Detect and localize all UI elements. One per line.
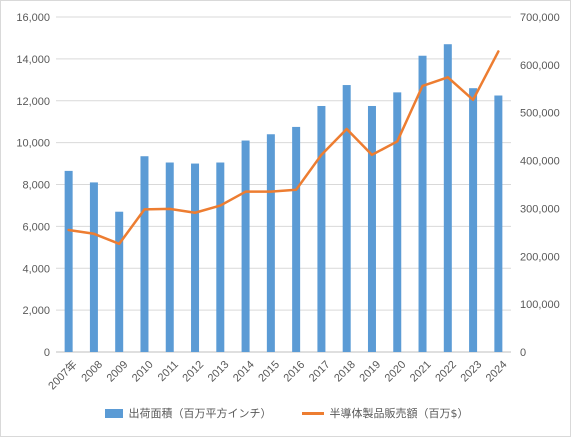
legend-swatch-bar [104, 408, 123, 418]
line-point [295, 188, 297, 191]
line-point [371, 154, 373, 156]
right-tick-label: 100,000 [520, 299, 560, 311]
legend-item-bar: 出荷面積（百万平方インチ） [104, 405, 272, 421]
x-tick-label: 2024 [484, 359, 510, 385]
line-point [194, 211, 196, 214]
line-point [168, 208, 171, 210]
bar [241, 140, 250, 352]
bar [317, 105, 326, 352]
x-tick-label: 2015 [256, 359, 282, 385]
bar [64, 170, 73, 352]
line-point [270, 190, 272, 193]
left-tick-label: 6,000 [22, 221, 50, 233]
line-point [345, 128, 348, 130]
bar [494, 95, 503, 352]
x-tick-label: 2016 [282, 359, 308, 385]
x-tick-label: 2019 [357, 359, 383, 385]
x-tick-label: 2020 [383, 359, 409, 385]
left-tick-label: 8,000 [22, 180, 50, 192]
line-point [118, 243, 120, 245]
left-tick-label: 10,000 [16, 138, 50, 150]
bar [115, 211, 124, 352]
x-tick-label: 2018 [332, 359, 358, 385]
bar [216, 162, 225, 352]
left-tick-label: 14,000 [16, 54, 50, 66]
x-tick-label: 2017 [307, 359, 333, 385]
legend-swatch-line [301, 411, 324, 415]
line-point [219, 204, 222, 207]
x-tick-label: 2010 [130, 359, 156, 385]
bar [165, 162, 174, 352]
x-tick-label: 2009 [105, 359, 131, 385]
bar [393, 92, 402, 352]
line-point [497, 50, 500, 53]
x-tick-label: 2023 [458, 359, 484, 385]
gridlines [56, 16, 511, 353]
left-tick-label: 16,000 [16, 12, 50, 24]
line-point [93, 232, 95, 235]
x-tick-label: 2008 [79, 359, 105, 385]
x-tick-label: 2014 [231, 359, 257, 385]
right-tick-label: 200,000 [520, 251, 560, 263]
bar [266, 134, 275, 352]
bar [342, 85, 351, 352]
x-axis-ticks: 2007年 2008 2009 2010 2011 2012 2013 2014 2015 201… [45, 357, 510, 392]
line-point [472, 98, 474, 101]
line-point [244, 190, 247, 193]
right-tick-label: 500,000 [520, 108, 560, 120]
line-point [396, 140, 399, 143]
x-tick-label: 2012 [180, 359, 206, 385]
line-point [67, 229, 70, 231]
bar [292, 126, 301, 352]
x-tick-label: 2011 [156, 359, 181, 384]
bar [443, 44, 452, 352]
x-tick-label: 2022 [433, 359, 459, 385]
left-tick-label: 4,000 [22, 263, 50, 275]
right-tick-label: 600,000 [520, 60, 560, 72]
bar-series [64, 44, 503, 352]
bar [469, 88, 478, 352]
line-point [143, 208, 146, 211]
legend-label-line: 半導体製品販売額（百万$） [329, 407, 469, 420]
legend-item-line: 半導体製品販売額（百万$） [301, 405, 469, 421]
bar [418, 55, 427, 352]
right-tick-label: 300,000 [520, 203, 560, 215]
legend-label-bar: 出荷面積（百万平方インチ） [128, 407, 272, 420]
bar [191, 163, 200, 352]
right-tick-label: 700,000 [520, 12, 560, 24]
right-tick-label: 0 [520, 347, 526, 359]
bar [89, 182, 98, 352]
x-tick-label: 2007年 [45, 357, 80, 392]
left-tick-label: 0 [44, 347, 50, 359]
bar [140, 156, 149, 352]
left-tick-label: 2,000 [22, 305, 50, 317]
series-line [67, 50, 500, 246]
right-axis-ticks: 0 100,000 200,000 300,000 400,000 500,000 600,… [520, 12, 560, 359]
left-axis-ticks: 0 2,000 4,000 6,000 8,000 10,000 12,000 14,000 1… [16, 12, 50, 359]
x-tick-label: 2021 [408, 359, 434, 385]
line-point [447, 76, 449, 79]
legend: 出荷面積（百万平方インチ） 半導体製品販売額（百万$） [1, 405, 571, 421]
line-point [320, 154, 323, 156]
bar [367, 105, 376, 352]
x-tick-label: 2013 [206, 359, 232, 385]
line-series [67, 50, 500, 246]
line-point [421, 85, 424, 87]
right-tick-label: 400,000 [520, 156, 560, 168]
left-tick-label: 12,000 [16, 96, 50, 108]
